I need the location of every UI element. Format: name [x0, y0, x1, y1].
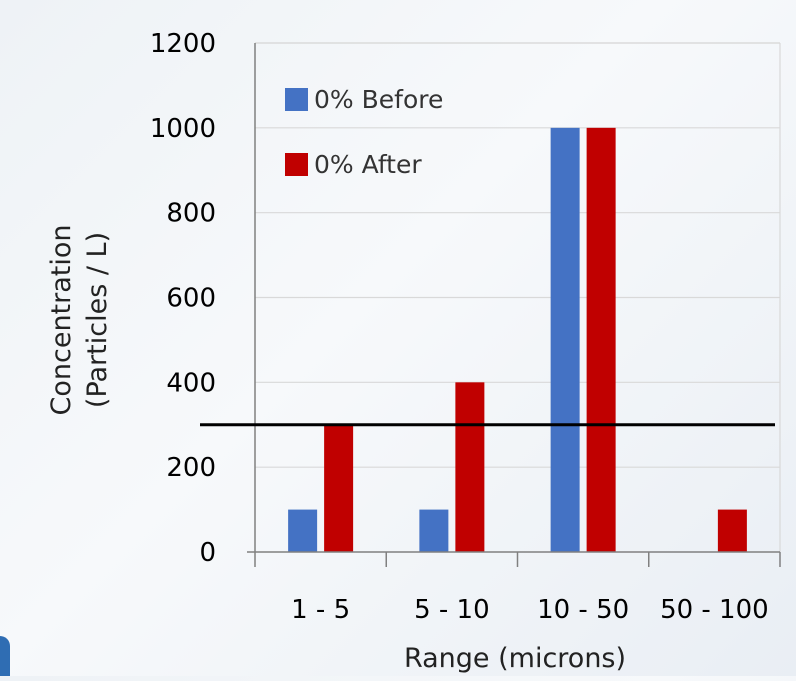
- x-tick-label: 5 - 10: [414, 595, 490, 625]
- x-axis-title: Range (microns): [404, 643, 626, 674]
- bar: [419, 509, 449, 552]
- bar: [288, 509, 318, 552]
- y-tick-label: 400: [166, 368, 216, 398]
- y-tick-label: 1200: [150, 29, 216, 59]
- axes: [247, 43, 781, 567]
- y-tick-label: 200: [166, 453, 216, 483]
- y-tick-label: 800: [166, 199, 216, 229]
- bars: [288, 127, 747, 552]
- x-tick-label: 10 - 50: [537, 595, 629, 625]
- legend-swatch: [285, 88, 308, 111]
- y-axis-title-line-2: (Particles / L): [82, 232, 113, 408]
- bar: [717, 509, 747, 552]
- y-tick-label: 1000: [150, 114, 216, 144]
- x-tick-label: 50 - 100: [660, 595, 769, 625]
- bar: [550, 127, 580, 552]
- y-axis-title-line-1: Concentration: [46, 224, 77, 415]
- grid-lines: [255, 42, 781, 552]
- legend-label: 0% After: [314, 150, 422, 179]
- legend-swatch: [285, 153, 308, 176]
- bar: [324, 424, 354, 552]
- x-tick-label: 1 - 5: [291, 595, 350, 625]
- legend: 0% Before 0% After: [285, 85, 443, 179]
- legend-label: 0% Before: [314, 85, 443, 114]
- bar: [586, 127, 616, 552]
- bar: [455, 382, 485, 552]
- y-tick-label: 600: [166, 284, 216, 314]
- corner-decoration: [0, 636, 10, 676]
- y-tick-label: 0: [199, 538, 216, 568]
- tick-labels: 0 200 400 600 800 1000 1200 1 - 5 5 - 10 10 - 50 5…: [150, 29, 769, 625]
